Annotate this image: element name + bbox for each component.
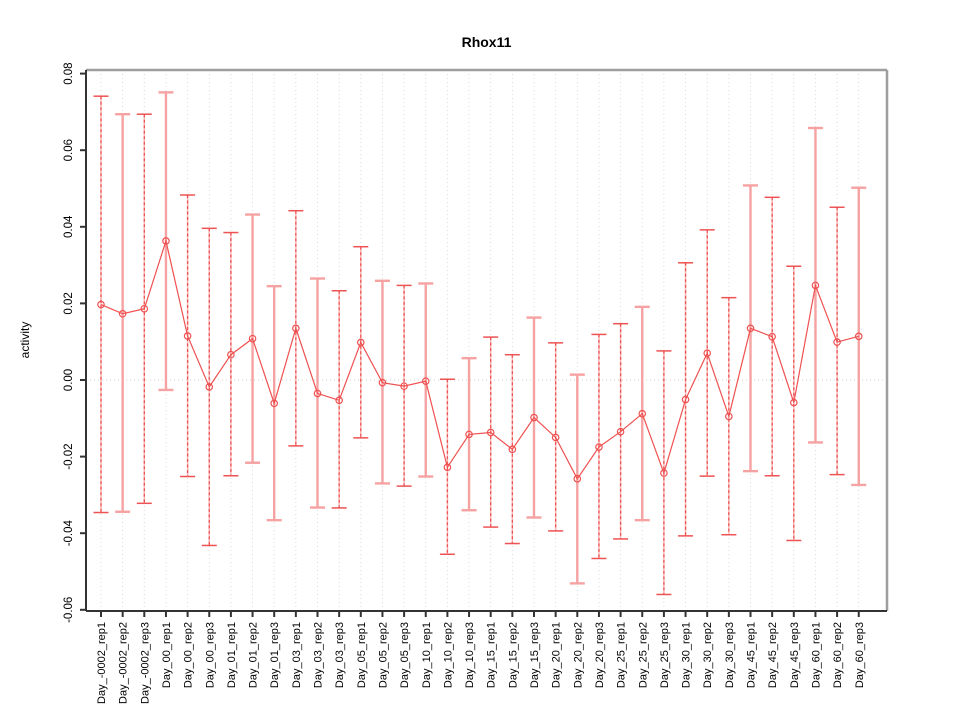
data-point xyxy=(162,237,170,245)
x-tick-label: Day_05_rep3 xyxy=(399,622,411,688)
data-point xyxy=(811,281,820,290)
x-tick-label: Day_20_rep1 xyxy=(551,622,563,688)
y-tick-label: 0.06 xyxy=(63,139,75,161)
x-tick-label: Day_01_rep2 xyxy=(248,622,260,688)
x-tick-label: Day_05_rep1 xyxy=(356,622,368,688)
x-tick-label: Day_01_rep3 xyxy=(269,622,281,688)
data-point xyxy=(205,383,214,391)
x-tick-label: Day_45_rep2 xyxy=(767,622,779,688)
data-point xyxy=(465,430,473,439)
x-tick-label: Day_30_rep2 xyxy=(702,622,714,688)
data-point xyxy=(551,433,560,442)
x-tick-label: Day_30_rep3 xyxy=(724,622,736,688)
data-point xyxy=(97,300,105,309)
data-point xyxy=(833,338,841,346)
data-point xyxy=(248,334,257,343)
data-point xyxy=(227,350,235,359)
x-tick-label: Day_25_rep1 xyxy=(616,622,628,688)
x-tick-label: Day_-0002_rep2 xyxy=(118,622,130,704)
data-point xyxy=(660,469,668,477)
x-tick-label: Day_00_rep3 xyxy=(204,622,216,688)
data-point xyxy=(443,463,452,472)
data-point xyxy=(183,332,192,340)
x-tick-label: Day_30_rep1 xyxy=(681,622,693,688)
data-point xyxy=(681,395,690,404)
y-tick-label: -0.02 xyxy=(63,443,75,469)
chart-title: Rhox11 xyxy=(461,34,512,50)
x-tick-label: Day_15_rep3 xyxy=(529,622,541,688)
y-tick-label: 0.00 xyxy=(63,369,75,391)
data-point xyxy=(421,377,430,385)
data-point xyxy=(356,338,365,347)
x-tick-label: Day_25_rep2 xyxy=(637,622,649,688)
data-point xyxy=(746,324,755,333)
data-point xyxy=(789,398,798,407)
x-tick-label: Day_20_rep2 xyxy=(572,622,584,688)
y-tick-label: 0.02 xyxy=(63,292,75,314)
x-tick-label: Day_03_rep3 xyxy=(334,622,346,688)
x-tick-label: Day_15_rep1 xyxy=(486,622,498,688)
x-tick-label: Day_45_rep3 xyxy=(789,622,801,688)
x-tick-label: Day_10_rep3 xyxy=(464,622,476,688)
data-point xyxy=(270,399,279,408)
data-point xyxy=(725,412,733,421)
x-tick-label: Day_00_rep2 xyxy=(183,622,195,688)
x-tick-label: Day_25_rep3 xyxy=(659,622,671,688)
data-point xyxy=(530,413,538,422)
data-point xyxy=(768,332,776,341)
x-tick-label: Day_-0002_rep1 xyxy=(96,622,108,704)
data-point xyxy=(638,409,647,418)
x-tick-label: Day_05_rep2 xyxy=(377,622,389,688)
data-point xyxy=(703,349,712,357)
y-tick-label: 0.04 xyxy=(63,215,75,238)
y-tick-label: -0.04 xyxy=(63,519,75,546)
x-tick-label: Day_00_rep1 xyxy=(161,622,173,688)
data-point xyxy=(616,427,625,436)
x-tick-label: Day_03_rep2 xyxy=(313,622,325,688)
data-point xyxy=(140,304,149,313)
data-point xyxy=(118,309,127,318)
data-point xyxy=(595,443,603,451)
x-tick-label: Day_60_rep3 xyxy=(854,622,866,688)
data-point xyxy=(335,396,343,405)
x-tick-label: Day_60_rep2 xyxy=(832,622,844,688)
data-point xyxy=(573,475,582,483)
x-tick-label: Day_45_rep1 xyxy=(746,622,758,688)
x-tick-label: Day_10_rep2 xyxy=(442,622,454,688)
data-point xyxy=(486,428,495,437)
data-point xyxy=(292,324,300,333)
x-tick-label: Day_-0002_rep3 xyxy=(139,622,151,704)
x-tick-label: Day_10_rep1 xyxy=(421,622,433,688)
y-tick-label: 0.08 xyxy=(63,62,75,84)
series-line xyxy=(100,238,859,480)
data-point xyxy=(313,389,322,398)
x-tick-label: Day_60_rep1 xyxy=(810,622,822,688)
data-point xyxy=(378,378,387,387)
data-point xyxy=(400,382,408,390)
y-tick-label: -0.06 xyxy=(63,597,75,623)
x-tick-label: Day_03_rep1 xyxy=(291,622,303,688)
x-tick-label: Day_01_rep1 xyxy=(226,622,238,688)
x-tick-label: Day_15_rep2 xyxy=(507,622,519,688)
data-point xyxy=(854,332,863,341)
x-tick-label: Day_20_rep3 xyxy=(594,622,606,688)
data-point xyxy=(508,445,517,454)
